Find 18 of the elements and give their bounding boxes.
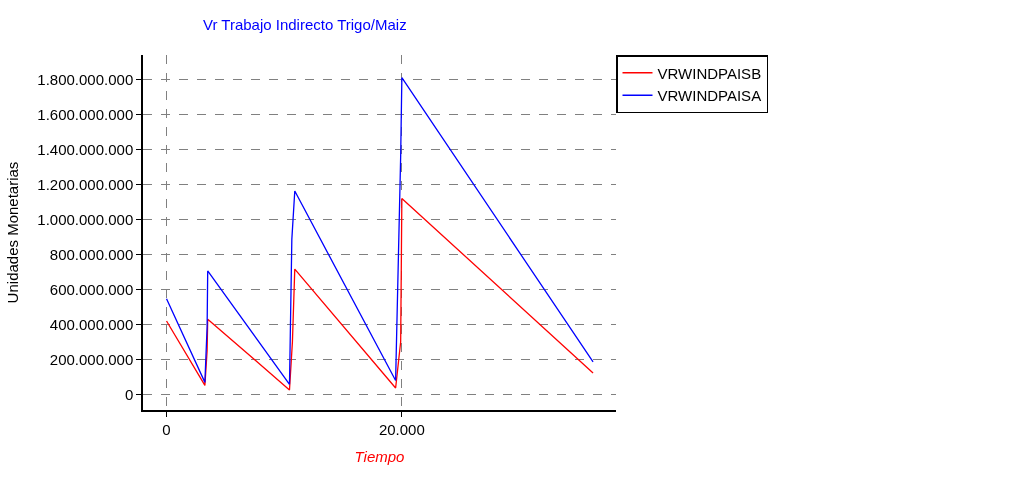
line-series	[165, 77, 594, 385]
y-tick-label: 400.000.000	[49, 315, 134, 333]
line-series	[165, 197, 594, 391]
y-tick-label: 600.000.000	[49, 280, 134, 298]
y-tick-label: 1.400.000.000	[37, 140, 134, 158]
x-axis-title: Tiempo	[354, 448, 405, 466]
y-tick-label: 1.600.000.000	[37, 105, 134, 123]
y-tick-label: 800.000.000	[49, 245, 134, 263]
y-tick-label: 1.800.000.000	[37, 70, 134, 88]
y-tick-label: 0	[124, 385, 134, 403]
x-tick-label: 20.000	[378, 420, 425, 438]
legend-label: VRWINDPAISB	[657, 64, 762, 82]
y-axis-title: Unidades Monetarias	[4, 161, 22, 304]
chart-title: Vr Trabajo Indirecto Trigo/Maiz	[202, 15, 407, 33]
y-tick-label: 200.000.000	[49, 350, 134, 368]
y-tick-label: 1.000.000.000	[37, 210, 134, 228]
legend-label: VRWINDPAISA	[657, 87, 762, 105]
y-tick-label: 1.200.000.000	[37, 175, 134, 193]
